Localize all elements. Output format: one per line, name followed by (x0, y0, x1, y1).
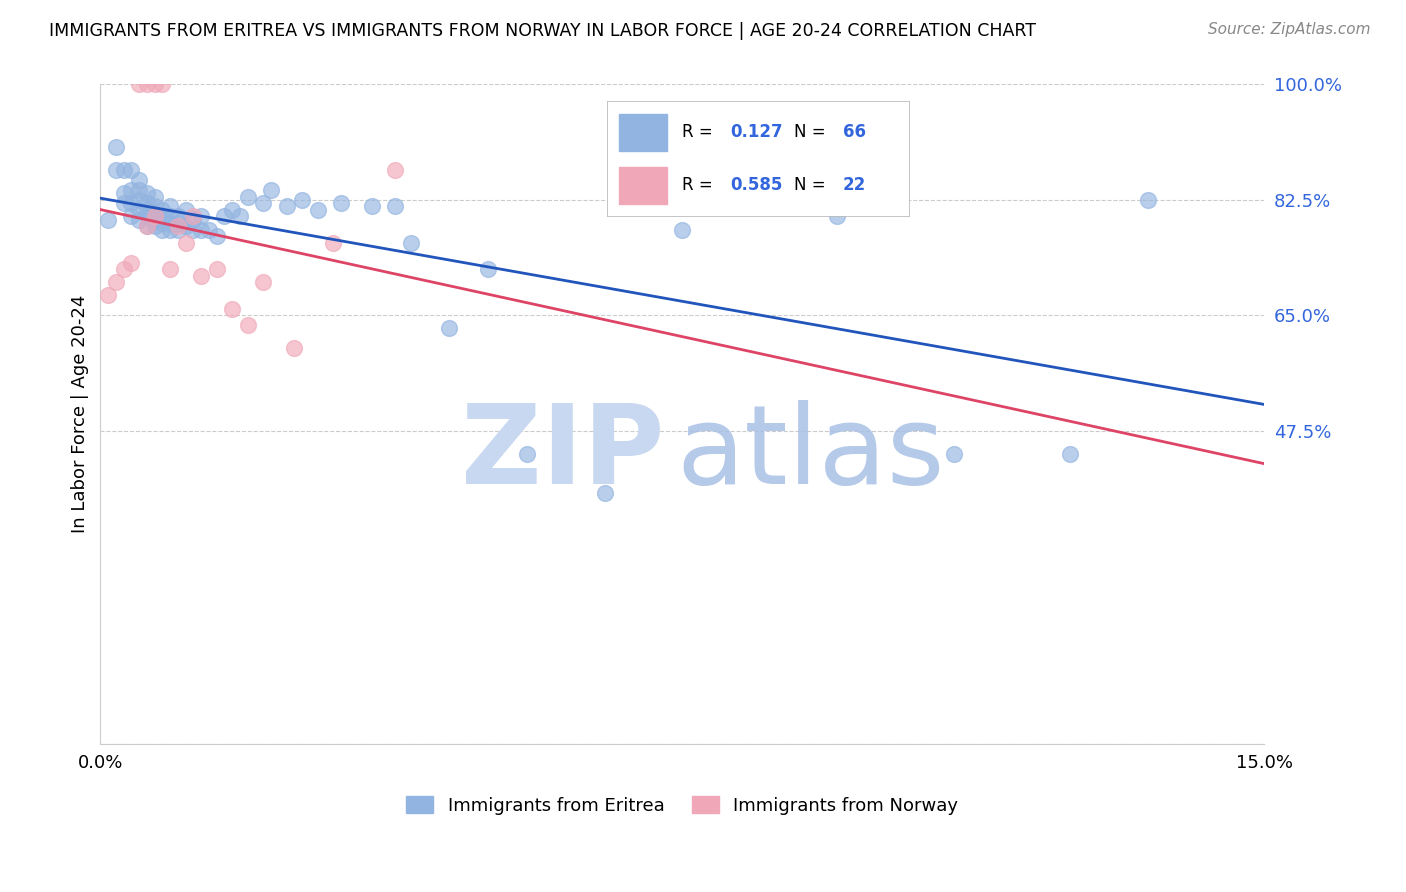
Point (120, 183, 142, 197)
Point (236, 189, 259, 203)
Y-axis label: In Labor Force | Age 20-24: In Labor Force | Age 20-24 (72, 295, 89, 533)
Point (112, 186, 135, 201)
Point (205, 262, 228, 277)
Point (128, 193, 150, 207)
Point (143, 199, 166, 213)
Point (128, 212, 150, 227)
Point (439, 321, 461, 335)
Point (143, 210, 166, 224)
Point (221, 202, 243, 217)
Point (112, 262, 135, 277)
Point (120, 163, 142, 178)
Point (104, 275, 127, 289)
Point (252, 275, 274, 289)
Point (183, 210, 205, 224)
Point (1059, 447, 1081, 461)
Point (229, 210, 252, 224)
Point (159, 222, 181, 236)
Point (671, 222, 693, 236)
Point (143, 212, 166, 227)
Point (329, 196, 352, 211)
Point (152, 202, 174, 217)
Point (221, 301, 243, 316)
Legend: Immigrants from Eritrea, Immigrants from Norway: Immigrants from Eritrea, Immigrants from… (399, 789, 966, 822)
Point (143, 219, 166, 234)
Point (477, 262, 499, 277)
Point (322, 235, 344, 250)
Point (276, 199, 298, 213)
Point (174, 202, 197, 217)
Point (120, 210, 142, 224)
Point (159, 262, 181, 277)
Point (143, 78, 166, 92)
Point (384, 199, 406, 213)
Point (159, 210, 181, 224)
Point (167, 216, 190, 230)
Point (360, 199, 382, 213)
Point (152, 216, 174, 230)
Point (174, 235, 197, 250)
Point (190, 210, 212, 224)
Point (384, 163, 406, 178)
Point (827, 210, 849, 224)
Point (183, 212, 205, 227)
Point (236, 318, 259, 333)
Point (167, 210, 190, 224)
Point (135, 78, 157, 92)
Point (159, 199, 181, 213)
Point (128, 173, 150, 187)
Point (159, 216, 181, 230)
Point (97, 212, 120, 227)
Text: IMMIGRANTS FROM ERITREA VS IMMIGRANTS FROM NORWAY IN LABOR FORCE | AGE 20-24 COR: IMMIGRANTS FROM ERITREA VS IMMIGRANTS FR… (49, 22, 1036, 40)
Point (942, 447, 965, 461)
Point (152, 222, 174, 236)
Point (283, 341, 305, 355)
Point (593, 486, 616, 500)
Point (260, 183, 283, 197)
Point (128, 202, 150, 217)
Point (128, 78, 150, 92)
Point (307, 202, 329, 217)
Point (104, 163, 127, 178)
Text: atlas: atlas (676, 401, 945, 508)
Point (198, 222, 221, 236)
Point (190, 268, 212, 283)
Point (167, 222, 190, 236)
Point (143, 206, 166, 220)
Point (252, 196, 274, 211)
Point (120, 196, 142, 211)
Point (399, 235, 422, 250)
Point (214, 210, 236, 224)
Point (152, 210, 174, 224)
Point (135, 219, 157, 234)
Text: ZIP: ZIP (461, 401, 665, 508)
Point (112, 163, 135, 178)
Point (174, 219, 197, 234)
Point (135, 210, 157, 224)
Point (516, 447, 538, 461)
Point (135, 219, 157, 234)
Point (1136, 193, 1159, 207)
Point (167, 219, 190, 234)
Point (183, 222, 205, 236)
Point (205, 229, 228, 244)
Point (291, 193, 314, 207)
Point (104, 140, 127, 154)
Point (143, 189, 166, 203)
Point (135, 186, 157, 201)
Text: Source: ZipAtlas.com: Source: ZipAtlas.com (1208, 22, 1371, 37)
Point (135, 196, 157, 211)
Point (97, 288, 120, 302)
Point (120, 255, 142, 269)
Point (152, 78, 174, 92)
Point (135, 202, 157, 217)
Point (190, 222, 212, 236)
Point (128, 183, 150, 197)
Point (112, 196, 135, 211)
